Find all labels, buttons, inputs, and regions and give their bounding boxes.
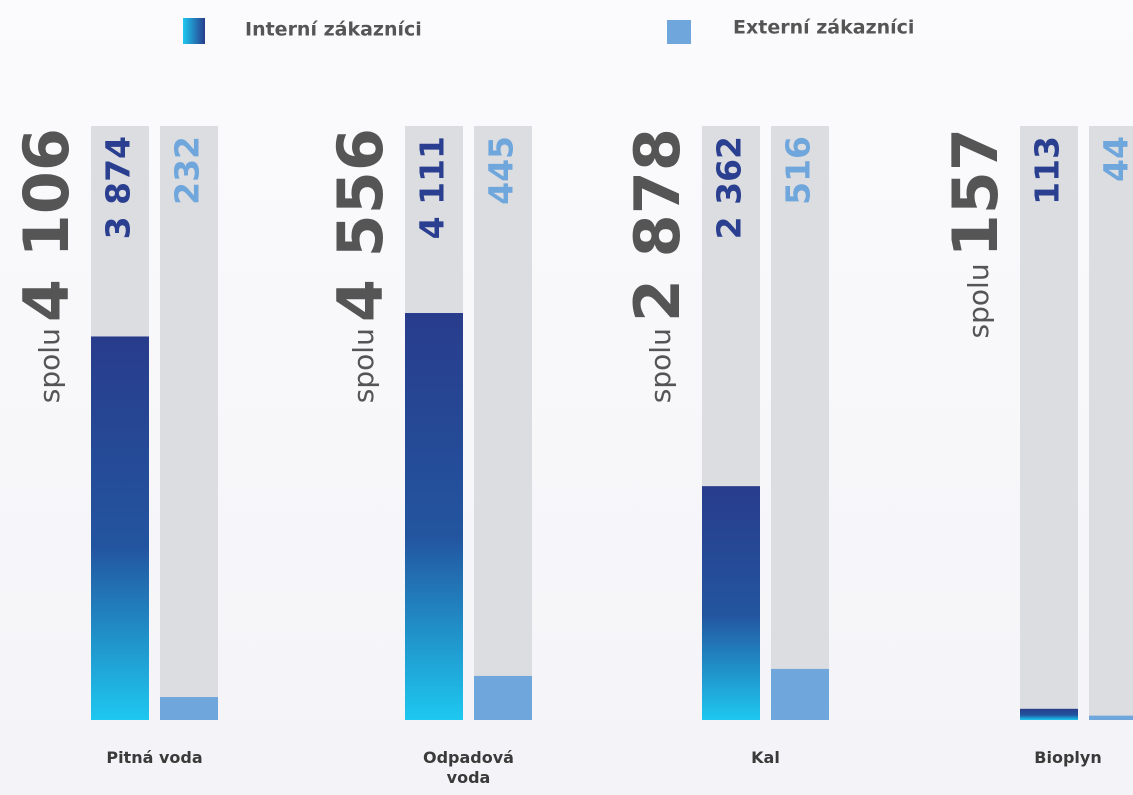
total-value: 2 878 — [621, 128, 694, 322]
total-prefix: spolu — [33, 328, 66, 403]
value-label: 232 — [168, 136, 207, 205]
total-label: spolu 2 878 — [621, 128, 694, 403]
value-label: 113 — [1028, 136, 1067, 205]
total-prefix: spolu — [962, 263, 995, 338]
bar — [702, 486, 760, 720]
value-label: 516 — [779, 136, 818, 205]
total-label: spolu 157 — [939, 128, 1012, 338]
bar — [474, 675, 532, 720]
bar — [405, 313, 463, 720]
bar — [1020, 708, 1078, 720]
legend-swatch — [183, 18, 205, 44]
bar-track — [474, 126, 532, 720]
bar-track — [160, 126, 218, 720]
total-prefix: spolu — [347, 328, 380, 403]
total-value: 4 556 — [324, 128, 397, 322]
total-prefix: spolu — [644, 328, 677, 403]
value-label: 4 111 — [413, 136, 452, 239]
bar — [1089, 715, 1133, 720]
total-value: 4 106 — [10, 128, 83, 322]
category-label: Odpadová voda — [423, 748, 514, 787]
bar — [160, 697, 218, 720]
value-label: 3 874 — [99, 136, 138, 239]
bar-track — [1020, 126, 1078, 720]
legend-swatch — [667, 20, 691, 44]
total-label: spolu 4 556 — [324, 128, 397, 403]
total-label: spolu 4 106 — [10, 128, 83, 403]
bar-track — [1089, 126, 1133, 720]
total-value: 157 — [939, 128, 1012, 257]
value-label: 445 — [482, 136, 521, 205]
category-label: Bioplyn — [1034, 748, 1102, 767]
value-label: 44 — [1097, 136, 1133, 182]
bar — [771, 668, 829, 720]
value-label: 2 362 — [710, 136, 749, 239]
legend-label: Interní zákazníci — [245, 19, 422, 41]
bar — [91, 336, 149, 720]
category-label: Pitná voda — [106, 748, 203, 767]
bar-track — [771, 126, 829, 720]
category-label: Kal — [751, 748, 780, 767]
legend-label: Externí zákazníci — [733, 17, 914, 39]
